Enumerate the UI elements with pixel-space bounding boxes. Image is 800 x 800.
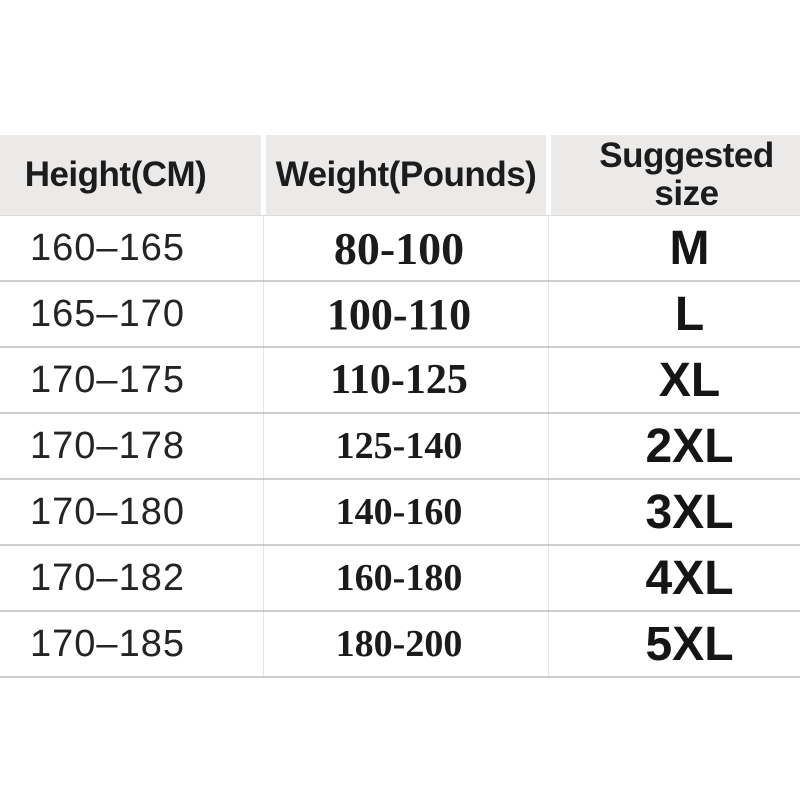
table-row: 170–185 180-200 5XL xyxy=(0,612,800,678)
table-row: 160–165 80-100 M xyxy=(0,216,800,282)
size-cell: L xyxy=(674,287,705,341)
column-divider xyxy=(263,216,264,678)
size-cell: 3XL xyxy=(645,485,734,539)
column-header-weight: Weight(Pounds) xyxy=(266,135,546,215)
table-row: 170–182 160-180 4XL xyxy=(0,546,800,612)
height-cell: 170–175 xyxy=(30,358,185,401)
weight-cell: 110-125 xyxy=(330,357,468,403)
column-header-suggested-size: Suggested size xyxy=(551,135,800,215)
column-header-height: Height(CM) xyxy=(0,135,261,215)
table-row: 165–170 100-110 L xyxy=(0,282,800,348)
height-cell: 170–182 xyxy=(30,556,185,599)
size-cell: XL xyxy=(658,353,721,407)
table-header-row: Height(CM) Weight(Pounds) Suggested size xyxy=(0,135,800,216)
weight-cell: 80-100 xyxy=(333,222,465,274)
table-body: 160–165 80-100 M 165–170 100-110 L 170–1… xyxy=(0,216,800,678)
weight-cell: 160-180 xyxy=(335,557,463,599)
weight-cell: 180-200 xyxy=(335,623,463,665)
size-cell: 5XL xyxy=(645,617,734,671)
height-cell: 160–165 xyxy=(30,226,185,269)
size-cell: M xyxy=(669,221,710,275)
column-divider xyxy=(548,216,549,678)
size-table: Height(CM) Weight(Pounds) Suggested size… xyxy=(0,135,800,678)
weight-cell: 140-160 xyxy=(335,491,463,533)
table-row: 170–178 125-140 2XL xyxy=(0,414,800,480)
size-cell: 2XL xyxy=(645,419,734,473)
weight-cell: 125-140 xyxy=(335,425,463,467)
height-cell: 170–185 xyxy=(30,622,185,665)
height-cell: 170–180 xyxy=(30,490,185,533)
size-cell: 4XL xyxy=(645,551,734,605)
table-row: 170–180 140-160 3XL xyxy=(0,480,800,546)
height-cell: 165–170 xyxy=(30,292,185,335)
height-cell: 170–178 xyxy=(30,424,185,467)
table-row: 170–175 110-125 XL xyxy=(0,348,800,414)
weight-cell: 100-110 xyxy=(326,289,472,339)
